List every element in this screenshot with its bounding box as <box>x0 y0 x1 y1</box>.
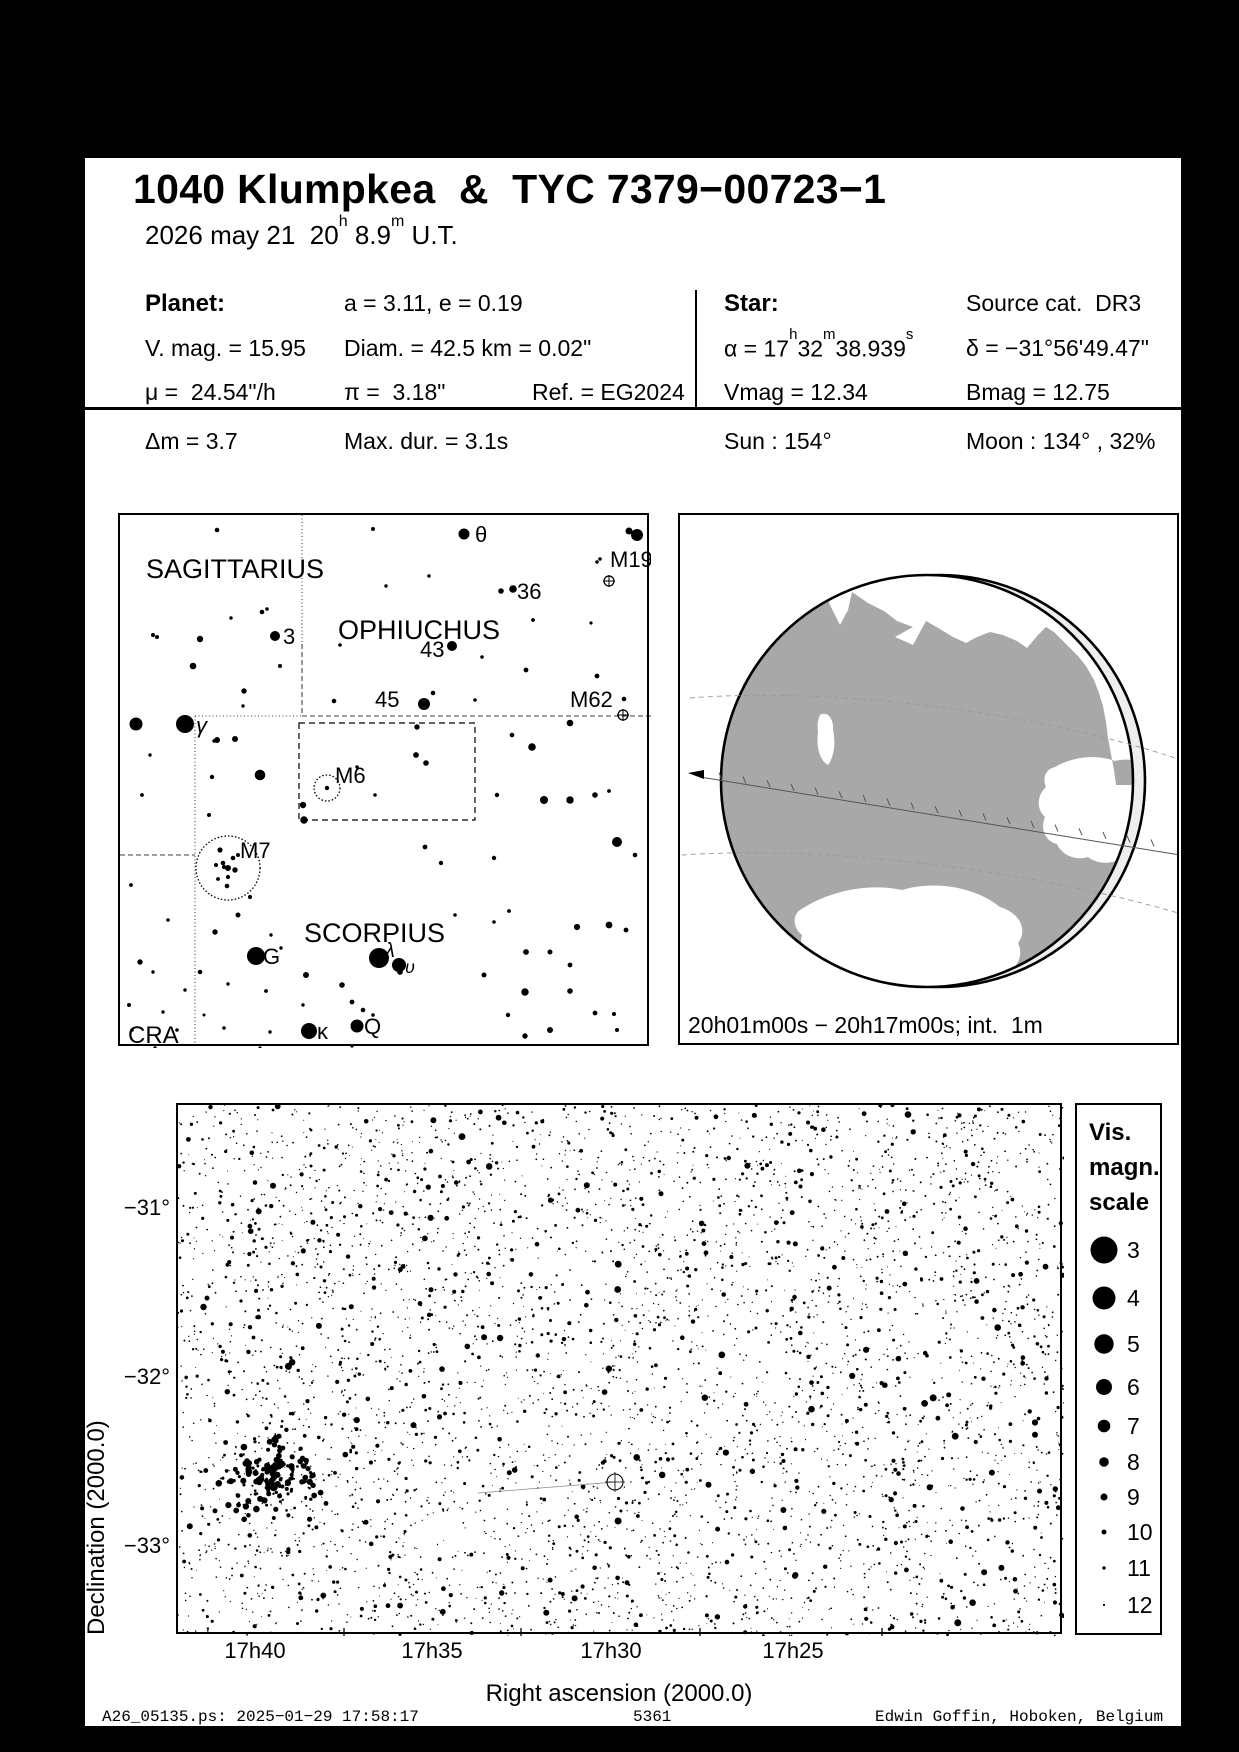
svg-text:OPHIUCHUS: OPHIUCHUS <box>338 615 500 645</box>
svg-text:20h01m00s − 20h17m00s; int. 1: 20h01m00s − 20h17m00s; int. 1m <box>688 1012 1043 1038</box>
svg-text:υ: υ <box>405 957 415 977</box>
svg-text:45: 45 <box>375 687 399 712</box>
svg-text:SCORPIUS: SCORPIUS <box>304 918 445 948</box>
svg-text:Q: Q <box>364 1014 381 1039</box>
svg-text:γ: γ <box>196 713 209 738</box>
svg-text:SAGITTARIUS: SAGITTARIUS <box>146 554 324 584</box>
svg-text:M62: M62 <box>570 687 613 712</box>
svg-text:κ: κ <box>317 1019 329 1044</box>
svg-text:36: 36 <box>517 579 541 604</box>
svg-text:CRA: CRA <box>128 1022 179 1048</box>
svg-text:M19: M19 <box>610 547 651 572</box>
svg-text:G: G <box>263 944 280 969</box>
svg-text:θ: θ <box>475 522 487 547</box>
svg-text:3: 3 <box>283 624 295 649</box>
svg-text:43: 43 <box>420 637 444 662</box>
